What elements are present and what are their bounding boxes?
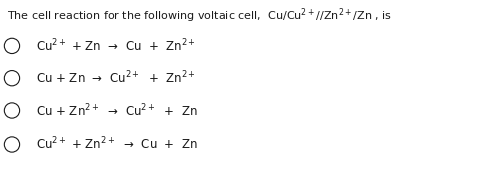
Text: Cu$^{2+}$ + Zn  →  Cu  +  Zn$^{2+}$: Cu$^{2+}$ + Zn → Cu + Zn$^{2+}$ <box>36 38 196 54</box>
Text: Cu + Zn$^{2+}$  →  Cu$^{2+}$  +  Zn: Cu + Zn$^{2+}$ → Cu$^{2+}$ + Zn <box>36 102 198 119</box>
Text: Cu + Zn  →  Cu$^{2+}$  +  Zn$^{2+}$: Cu + Zn → Cu$^{2+}$ + Zn$^{2+}$ <box>36 70 196 87</box>
Text: The cell reaction for the following voltaic cell,  Cu/Cu$^{2+}$//Zn$^{2+}$/Zn , : The cell reaction for the following volt… <box>7 7 392 25</box>
Text: Cu$^{2+}$ + Zn$^{2+}$  →  Cu  +  Zn: Cu$^{2+}$ + Zn$^{2+}$ → Cu + Zn <box>36 136 198 153</box>
